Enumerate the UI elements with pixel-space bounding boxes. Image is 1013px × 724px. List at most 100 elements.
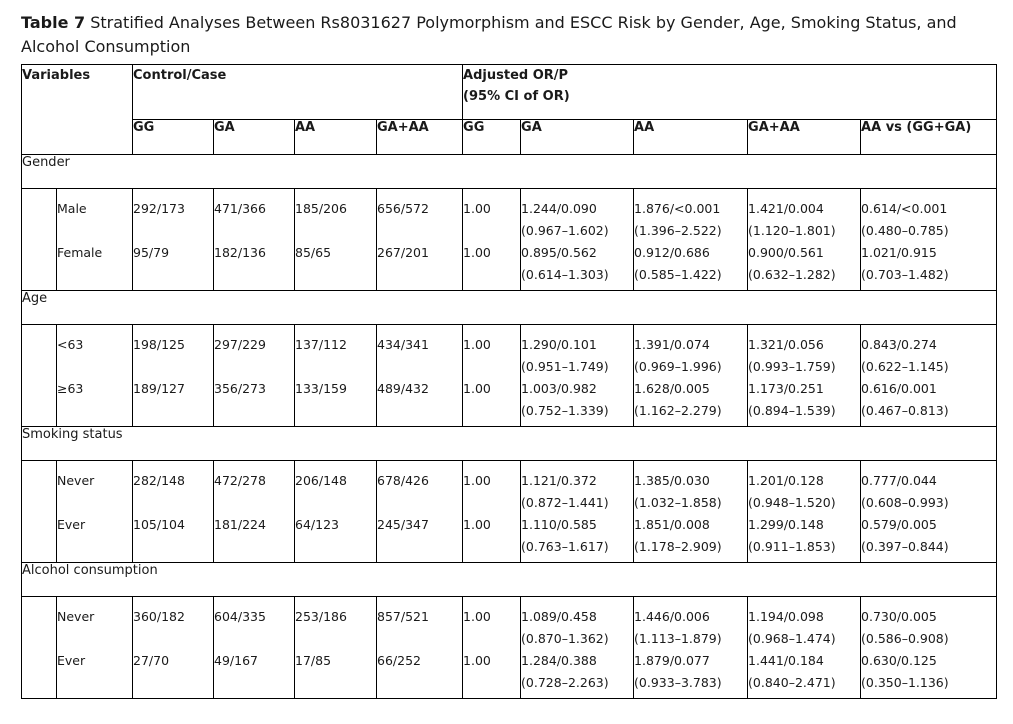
header-or-aa-vs: AA vs (GG+GA) — [860, 119, 998, 155]
indent-cell — [21, 188, 57, 242]
indent-cell — [21, 460, 57, 514]
or-value: 1.021/0.915 — [861, 245, 937, 260]
or-value: 0.900/0.561 — [748, 245, 824, 260]
row-label: Ever — [56, 650, 133, 699]
table-row: <63 198/125 297/229 137/112 434/341 1.00 1.290… — [21, 324, 998, 378]
cell-or-aa: 0.912/0.686 (0.585–1.422) — [633, 242, 749, 291]
cell-or-gaaa: 1.299/0.148 (0.911–1.853) — [747, 514, 862, 563]
cell-or-ga: 1.290/0.101 (0.951–1.749) — [520, 324, 635, 378]
data-table: Variables Control/Case Adjusted OR/P (95… — [20, 64, 998, 699]
cell-or-ga: 1.244/0.090 (0.967–1.602) — [520, 188, 635, 242]
or-value: 1.003/0.982 — [521, 381, 597, 396]
table-row: Never 360/182 604/335 253/186 857/521 1.00 1.0… — [21, 596, 998, 650]
row-label: Female — [56, 242, 133, 291]
cell-aa: 85/65 — [294, 242, 377, 291]
cell-or-aa: 1.391/0.074 (0.969–1.996) — [633, 324, 749, 378]
group-row: Smoking status — [20, 426, 998, 461]
cell-or-ga: 0.895/0.562 (0.614–1.303) — [520, 242, 635, 291]
or-value: 1.391/0.074 — [634, 337, 710, 352]
cell-or-gg: 1.00 — [462, 514, 522, 563]
cell-ga: 604/335 — [213, 596, 295, 650]
ci-value: (0.608–0.993) — [861, 495, 949, 510]
cell-or-ga: 1.003/0.982 (0.752–1.339) — [520, 378, 635, 427]
ci-value: (0.752–1.339) — [521, 403, 609, 418]
ci-value: (0.622–1.145) — [861, 359, 949, 374]
or-value: 1.851/0.008 — [634, 517, 710, 532]
header-or-ga-aa: GA+AA — [747, 119, 862, 155]
cell-aa: 137/112 — [294, 324, 377, 378]
indent-cell — [21, 596, 57, 650]
ci-value: (0.632–1.282) — [748, 267, 836, 282]
ci-value: (1.032–1.858) — [634, 495, 722, 510]
group-label: Gender — [20, 154, 998, 189]
header-or-ga: GA — [520, 119, 635, 155]
cell-or-gg: 1.00 — [462, 188, 522, 242]
header-control-case: Control/Case — [132, 64, 464, 120]
row-label: Never — [56, 596, 133, 650]
cell-or-gg: 1.00 — [462, 242, 522, 291]
cell-gg: 189/127 — [132, 378, 214, 427]
ci-value: (0.951–1.749) — [521, 359, 609, 374]
cell-gaaa: 245/347 — [376, 514, 464, 563]
group-row: Age — [20, 290, 998, 325]
cell-or-gaaa: 1.201/0.128 (0.948–1.520) — [747, 460, 862, 514]
ci-value: (0.948–1.520) — [748, 495, 836, 510]
indent-cell — [21, 324, 57, 378]
ci-value: (0.911–1.853) — [748, 539, 836, 554]
table-row: ≥63 189/127 356/273 133/159 489/432 1.00 1.003… — [21, 378, 998, 427]
ci-value: (0.968–1.474) — [748, 631, 836, 646]
cell-aa: 185/206 — [294, 188, 377, 242]
or-value: 0.895/0.562 — [521, 245, 597, 260]
or-value: 1.089/0.458 — [521, 609, 597, 624]
cell-or-gg: 1.00 — [462, 596, 522, 650]
cell-gaaa: 489/432 — [376, 378, 464, 427]
cell-or-vs: 0.730/0.005 (0.586–0.908) — [860, 596, 998, 650]
table-row: Ever 105/104 181/224 64/123 245/347 1.00 1.110… — [21, 514, 998, 563]
cell-or-vs: 0.630/0.125 (0.350–1.136) — [860, 650, 998, 699]
or-value: 1.244/0.090 — [521, 201, 597, 216]
cell-or-aa: 1.628/0.005 (1.162–2.279) — [633, 378, 749, 427]
cell-or-ga: 1.121/0.372 (0.872–1.441) — [520, 460, 635, 514]
group-label: Age — [20, 290, 998, 325]
cell-gg: 292/173 — [132, 188, 214, 242]
or-value: 0.777/0.044 — [861, 473, 937, 488]
ci-value: (0.894–1.539) — [748, 403, 836, 418]
header-or-aa: AA — [633, 119, 749, 155]
ci-value: (0.933–3.783) — [634, 675, 722, 690]
cell-or-aa: 1.879/0.077 (0.933–3.783) — [633, 650, 749, 699]
ci-value: (0.840–2.471) — [748, 675, 836, 690]
cell-ga: 471/366 — [213, 188, 295, 242]
cell-or-gaaa: 1.321/0.056 (0.993–1.759) — [747, 324, 862, 378]
ci-value: (0.870–1.362) — [521, 631, 609, 646]
or-value: 1.173/0.251 — [748, 381, 824, 396]
table-row: Female 95/79 182/136 85/65 267/201 1.00 0.895/… — [21, 242, 998, 291]
ci-value: (0.703–1.482) — [861, 267, 949, 282]
cell-or-gaaa: 1.173/0.251 (0.894–1.539) — [747, 378, 862, 427]
cell-aa: 206/148 — [294, 460, 377, 514]
row-label: Never — [56, 460, 133, 514]
table-row: Male 292/173 471/366 185/206 656/572 1.00 1.24… — [21, 188, 998, 242]
cell-ga: 49/167 — [213, 650, 295, 699]
group-label: Alcohol consumption — [20, 562, 998, 597]
or-value: 0.616/0.001 — [861, 381, 937, 396]
or-value: 1.441/0.184 — [748, 653, 824, 668]
cell-gg: 105/104 — [132, 514, 214, 563]
cell-gg: 198/125 — [132, 324, 214, 378]
cell-ga: 181/224 — [213, 514, 295, 563]
ci-value: (0.586–0.908) — [861, 631, 949, 646]
cell-gaaa: 434/341 — [376, 324, 464, 378]
ci-value: (0.397–0.844) — [861, 539, 949, 554]
ci-value: (0.350–1.136) — [861, 675, 949, 690]
or-value: 1.876/<0.001 — [634, 201, 721, 216]
cell-gaaa: 857/521 — [376, 596, 464, 650]
cell-aa: 17/85 — [294, 650, 377, 699]
cell-aa: 133/159 — [294, 378, 377, 427]
indent-cell — [21, 514, 57, 563]
cell-or-gaaa: 1.441/0.184 (0.840–2.471) — [747, 650, 862, 699]
cell-or-aa: 1.446/0.006 (1.113–1.879) — [633, 596, 749, 650]
header-or-gg: GG — [462, 119, 522, 155]
ci-value: (1.396–2.522) — [634, 223, 722, 238]
header-gg: GG — [132, 119, 214, 155]
or-value: 1.110/0.585 — [521, 517, 597, 532]
cell-or-ga: 1.284/0.388 (0.728–2.263) — [520, 650, 635, 699]
